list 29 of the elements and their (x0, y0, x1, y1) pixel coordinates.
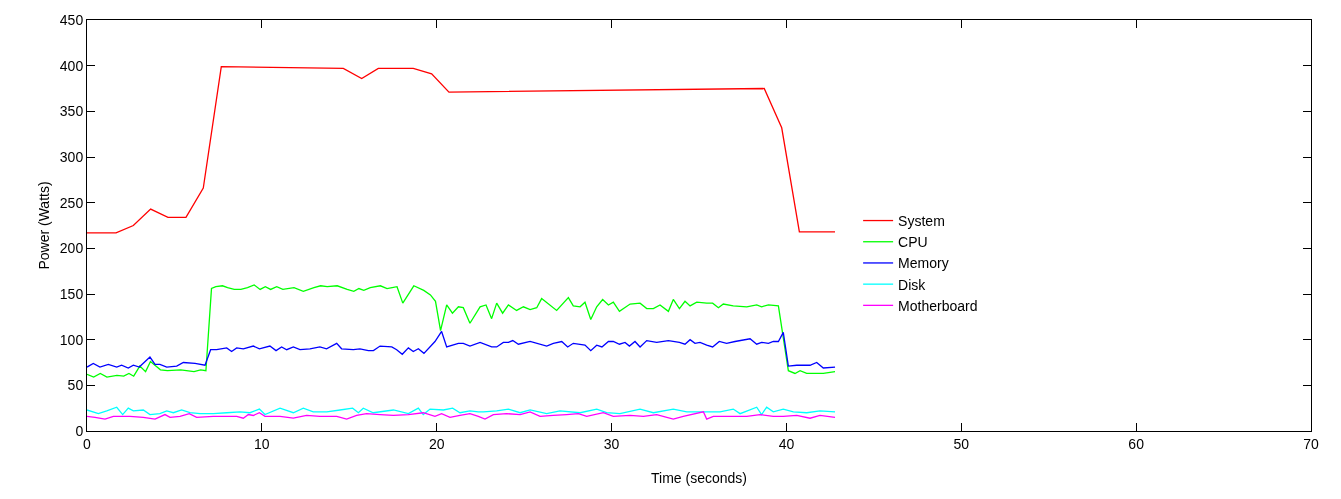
x-tick-label: 10 (254, 435, 270, 452)
line-series (87, 330, 836, 369)
legend-label: Motherboard (898, 297, 978, 314)
x-tick-label: 50 (953, 435, 970, 452)
x-tick-label: 40 (778, 435, 795, 452)
line-series (87, 284, 836, 378)
line-series (87, 406, 836, 416)
y-tick-label: 400 (59, 57, 84, 74)
y-tick-label: 50 (67, 377, 84, 394)
line-series (87, 65, 836, 234)
legend-label: System (898, 213, 945, 230)
legend-label: CPU (898, 234, 928, 251)
y-axis-title: Power (Watts) (36, 181, 52, 270)
x-tick-label: 20 (428, 435, 445, 452)
line-series (87, 411, 836, 420)
x-tick-label: 30 (603, 435, 620, 452)
y-tick-label: 350 (59, 103, 84, 120)
legend-label: Disk (898, 276, 927, 293)
y-tick-label: 150 (59, 285, 84, 302)
x-tick-label: 60 (1128, 435, 1145, 452)
y-tick-label: 250 (59, 194, 84, 211)
y-tick-label: 0 (75, 422, 84, 439)
x-tick-label: 70 (1303, 435, 1319, 452)
x-axis-title: Time (seconds) (651, 470, 747, 486)
legend-label: Memory (898, 255, 949, 272)
y-tick-label: 450 (59, 11, 84, 28)
y-tick-label: 100 (59, 331, 84, 348)
y-tick-label: 200 (59, 240, 84, 257)
y-tick-label: 300 (59, 148, 84, 165)
